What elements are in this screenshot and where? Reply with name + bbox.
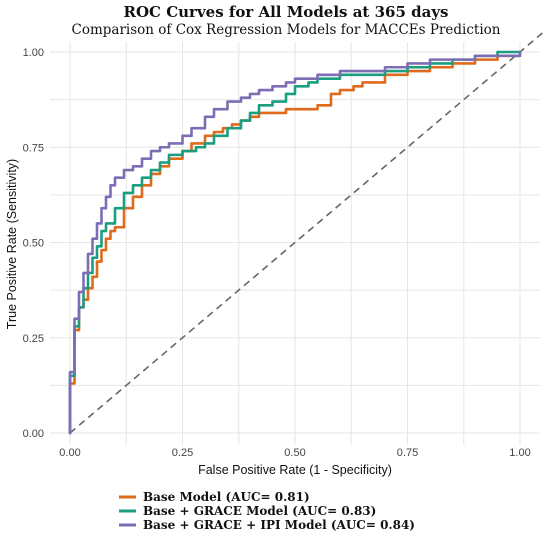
x-axis-label: False Positive Rate (1 - Specificity): [198, 463, 392, 477]
x-tick-label: 0.75: [397, 447, 418, 459]
roc-series-line: [68, 50, 522, 435]
y-tick-label: 0.25: [23, 333, 44, 345]
x-tick-label: 0.50: [284, 447, 305, 459]
y-tick-label: 0.00: [23, 428, 44, 440]
x-tick-label: 0.25: [172, 447, 193, 459]
legend-label: Base + GRACE + IPI Model (AUC= 0.84): [143, 518, 415, 532]
y-axis-label: True Positive Rate (Sensitivity): [5, 159, 19, 329]
legend-label: Base + GRACE Model (AUC= 0.83): [143, 504, 376, 518]
grid: [50, 42, 540, 445]
legend-label: Base Model (AUC= 0.81): [143, 490, 310, 504]
tick-labels: 0.00 0.25 0.50 0.75 1.00 0.00 0.25 0.50 0.75 1.00: [23, 47, 531, 459]
chart-title: ROC Curves for All Models at 365 days: [124, 3, 449, 21]
chart-subtitle: Comparison of Cox Regression Models for …: [72, 22, 501, 38]
series-layer: [68, 50, 522, 435]
roc-series-line: [68, 50, 522, 435]
y-tick-label: 1.00: [23, 47, 44, 59]
x-tick-label: 0.00: [59, 447, 80, 459]
reference-diagonal: [69, 32, 544, 434]
roc-series-line: [68, 50, 522, 435]
y-tick-label: 0.50: [23, 238, 44, 250]
x-tick-label: 1.00: [509, 447, 530, 459]
legend: Base Model (AUC= 0.81)Base + GRACE Model…: [119, 490, 415, 532]
y-tick-label: 0.75: [23, 142, 44, 154]
